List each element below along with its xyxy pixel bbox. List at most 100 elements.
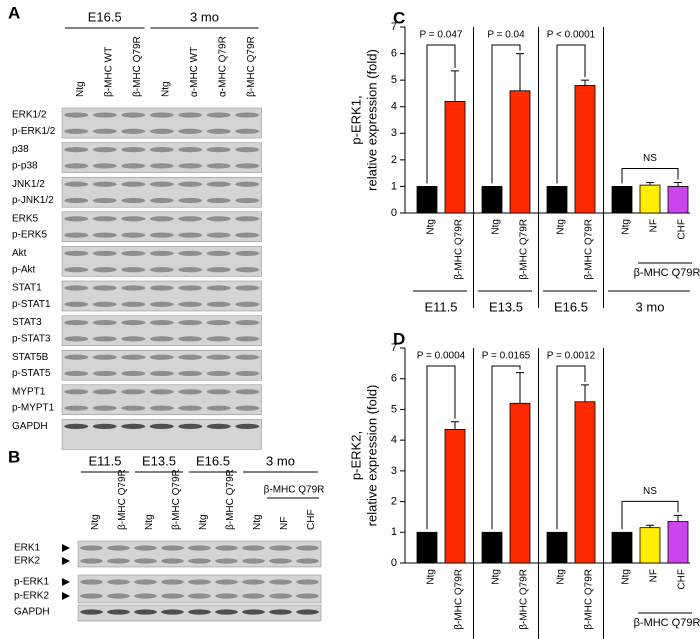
blot-band (161, 579, 184, 585)
blot-band (178, 301, 203, 307)
blot-band (64, 389, 89, 395)
blot-band (188, 558, 211, 564)
blot-band (188, 545, 211, 551)
panel-label: D (393, 329, 405, 348)
x-tick-label: CHF (677, 219, 688, 240)
blot-band (64, 147, 89, 153)
blot-band (149, 197, 174, 204)
blot-band (149, 354, 174, 360)
blot-band (215, 593, 238, 599)
annotation: NS (643, 486, 657, 497)
blot-band (80, 545, 103, 551)
blot-band (296, 545, 319, 551)
x-tick-label: β-MHC Q79R (519, 569, 530, 630)
blot-band (64, 267, 89, 273)
blot-band (206, 301, 231, 307)
row-label: p-p38 (12, 161, 38, 172)
blot-band (64, 163, 89, 169)
blot-band (149, 285, 174, 291)
blot-band (178, 112, 203, 118)
annotation: NS (643, 153, 657, 164)
blot-band (235, 285, 260, 291)
blot-band (242, 609, 265, 615)
blot-band (235, 216, 260, 222)
annotation: P = 0.0165 (482, 351, 531, 362)
annotation: P = 0.0004 (417, 351, 466, 362)
blot-band (178, 320, 203, 326)
blot-band (269, 609, 292, 615)
blot-band (178, 405, 203, 411)
blot-band (80, 593, 103, 599)
blot-band (149, 423, 174, 429)
x-tick-label: NF (649, 219, 660, 232)
blot-band (107, 593, 130, 599)
blot-band (178, 285, 203, 291)
y-axis-label: p-ERK1, (348, 95, 363, 144)
blot-band (64, 354, 89, 360)
blot-band (215, 579, 238, 585)
blot-band (121, 370, 146, 377)
row-label: ERK1/2 (12, 110, 47, 121)
x-tick-label: Ntg (556, 219, 567, 235)
x-tick-label: Ntg (491, 219, 502, 235)
blot-band (149, 250, 174, 256)
y-axis-label: relative expression (fold) (364, 385, 379, 527)
error-bar (451, 421, 459, 430)
bar (416, 531, 438, 564)
blot-band (121, 405, 146, 411)
blot-band (92, 112, 117, 118)
group-label: 3 mo (190, 9, 219, 24)
x-tick-label: Ntg (621, 219, 632, 235)
blot-band (178, 197, 203, 204)
lane-label: β-MHC Q79R (132, 36, 143, 97)
arrowhead (62, 578, 70, 586)
blot-band (121, 301, 146, 307)
blot-band (235, 389, 260, 395)
blot-band (206, 336, 231, 342)
blot-band (206, 147, 231, 153)
panel-label: B (8, 447, 20, 466)
blot-band (178, 128, 203, 134)
blot-band (235, 163, 260, 169)
error-bar (674, 514, 682, 522)
y-tick-label: 4 (391, 434, 397, 446)
blot-band (215, 545, 238, 551)
row-label: p-STAT1 (12, 299, 51, 310)
bar (667, 521, 689, 564)
lane-label: Ntg (75, 81, 86, 97)
arrowhead (62, 544, 70, 552)
blot-band (92, 354, 117, 360)
group-label: E16.5 (196, 453, 230, 468)
row-label: ERK1 (14, 543, 41, 554)
blot-band (178, 181, 203, 187)
blot-band (64, 320, 89, 326)
blot-band (92, 181, 117, 187)
lane-label: CHF (306, 509, 317, 530)
row-label: STAT3 (12, 317, 42, 328)
blot-band (178, 147, 203, 153)
blot-band (121, 250, 146, 256)
lane-label: Ntg (90, 514, 101, 530)
blot-band (134, 579, 157, 585)
x-tick-label: Ntg (491, 569, 502, 585)
blot-band (92, 285, 117, 291)
group-label: E16.5 (554, 299, 588, 314)
bracket (491, 44, 521, 184)
lane-label: Ntg (144, 514, 155, 530)
x-tick-label: β-MHC Q79R (519, 219, 530, 280)
blot-band (206, 216, 231, 222)
blot-band (149, 232, 174, 238)
blot-band (121, 267, 146, 273)
x-tick-label: β-MHC Q79R (584, 569, 595, 630)
blot-band (242, 593, 265, 599)
blot-band (121, 336, 146, 342)
blot-band (149, 370, 174, 377)
bar (611, 531, 633, 564)
bracket (426, 365, 456, 530)
y-tick-label: 6 (391, 47, 397, 59)
bar (509, 90, 531, 214)
blot-band (134, 609, 157, 615)
blot-band (206, 267, 231, 273)
row-label: ERK2 (14, 556, 41, 567)
annotation: P < 0.0001 (547, 30, 596, 41)
